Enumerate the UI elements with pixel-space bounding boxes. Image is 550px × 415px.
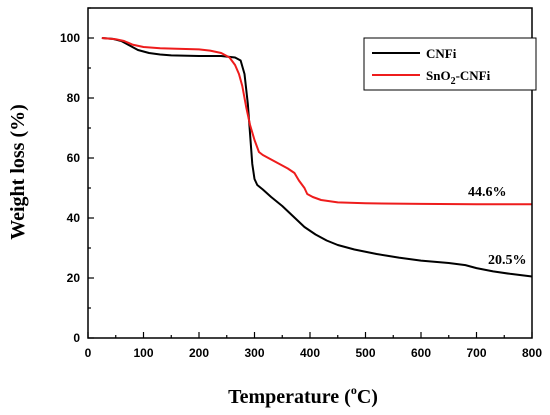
- y-tick-labels: 0 20 40 60 80 100: [60, 31, 80, 345]
- x-tick-label: 800: [522, 346, 542, 360]
- x-tick-label: 500: [355, 346, 375, 360]
- series-layer: [101, 37, 533, 278]
- legend-label-cnfi: CNFi: [426, 46, 457, 61]
- legend-box: [363, 37, 537, 91]
- series-line-cnfi: [101, 37, 533, 278]
- x-tick-label: 700: [466, 346, 486, 360]
- x-tick-label: 400: [300, 346, 320, 360]
- y-axis-title: Weight loss (%): [7, 104, 29, 240]
- x-axis-title: Temperature (oC): [228, 383, 378, 408]
- x-tick-label: 600: [411, 346, 431, 360]
- y-tick-label: 80: [67, 91, 81, 105]
- legend: CNFi SnO2-CNFi: [363, 37, 537, 91]
- y-tick-label: 60: [67, 151, 81, 165]
- annotation-cnfi-residue: 20.5%: [488, 253, 527, 268]
- x-tick-label: 300: [244, 346, 264, 360]
- x-tick-label: 0: [85, 346, 92, 360]
- y-tick-label: 40: [67, 211, 81, 225]
- series-line-sno2-cnfi: [101, 37, 532, 206]
- legend-label-sno2-cnfi: SnO2-CNFi: [426, 68, 491, 87]
- plot-frame: [87, 7, 533, 339]
- y-tick-label: 20: [67, 271, 81, 285]
- y-tick-label: 0: [73, 331, 80, 345]
- x-tick-label: 100: [133, 346, 153, 360]
- y-tick-label: 100: [60, 31, 80, 45]
- x-tick-labels: 0 100 200 300 400 500 600 700 800: [85, 346, 543, 360]
- annotation-sno2-cnfi-residue: 44.6%: [468, 185, 507, 200]
- x-tick-label: 200: [189, 346, 209, 360]
